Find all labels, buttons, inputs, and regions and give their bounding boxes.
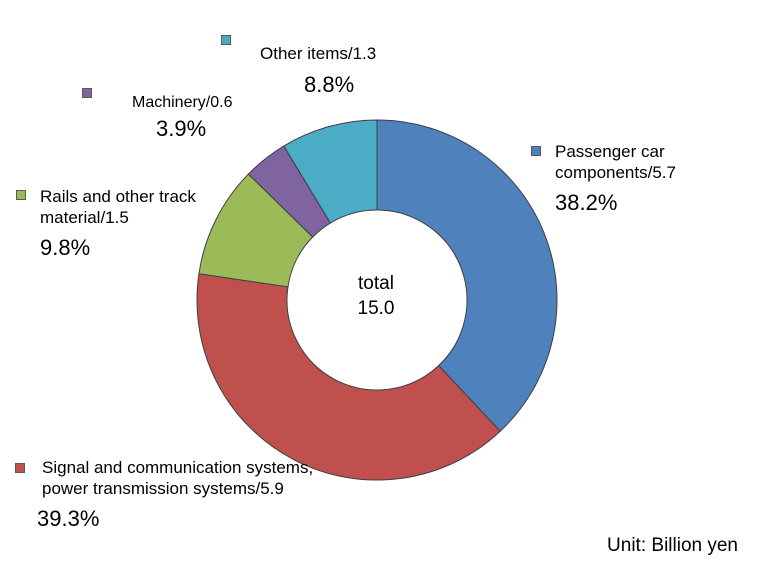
slice-other [283,119,378,224]
label-signal-line2: power transmission systems/5.9 [42,479,284,499]
label-other-line1: Other items/1.3 [260,44,377,63]
label-passenger-car: Passenger car components/5.7 38.2% [555,142,676,216]
label-signal: Signal and communication systems, power … [37,458,314,532]
label-rails-line2: material/1.5 [40,208,129,228]
label-rails-line1: Rails and other track [40,187,196,206]
label-passenger-car-line2: components/5.7 [555,163,676,183]
label-machinery-line1: Machinery/0.6 [132,94,233,111]
percent-other: 8.8% [304,72,355,98]
percent-signal: 39.3% [37,505,100,531]
legend-swatch-rails [16,190,26,200]
slice-signal [196,273,501,481]
unit-label: Unit: Billion yen [607,535,738,556]
legend-swatch-signal [15,463,25,473]
legend-swatch-machinery [82,88,92,98]
legend-swatch-passenger-car [531,146,541,156]
center-label: total [358,273,394,294]
label-other: Other items/1.3 8.8% [260,44,376,99]
legend-swatch-other [221,35,231,45]
center-value: 15.0 [357,297,395,319]
slice-passenger-car [376,119,558,432]
percent-passenger-car: 38.2% [555,189,618,215]
label-signal-line1: Signal and communication systems, [42,458,314,477]
label-rails: Rails and other track material/1.5 9.8% [40,187,196,261]
label-passenger-car-line1: Passenger car [555,142,665,161]
percent-machinery: 3.9% [156,116,207,142]
percent-rails: 9.8% [40,234,91,260]
donut-center: total 15.0 [316,272,436,321]
label-machinery: Machinery/0.6 3.9% [132,93,233,143]
